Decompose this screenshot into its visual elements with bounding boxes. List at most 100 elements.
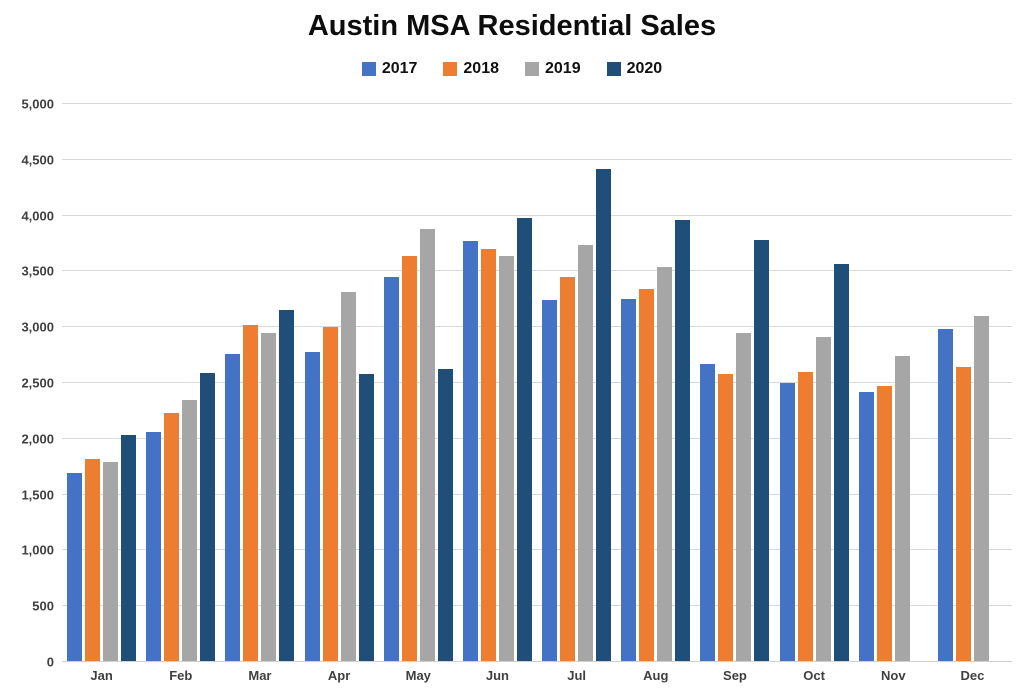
x-tick-label-mar: Mar bbox=[248, 668, 272, 683]
gridline bbox=[62, 493, 1012, 495]
bar-2019-dec bbox=[973, 316, 989, 662]
month-group-aug bbox=[616, 104, 695, 662]
bars-container bbox=[62, 104, 1012, 662]
legend-swatch-icon bbox=[443, 62, 458, 76]
bar-2019-may bbox=[419, 229, 435, 662]
gridline bbox=[62, 437, 1012, 439]
bar-2017-jul bbox=[542, 300, 558, 662]
month-group-nov bbox=[854, 104, 933, 662]
bar-2018-nov bbox=[876, 386, 892, 662]
x-tick-label-oct: Oct bbox=[803, 668, 825, 683]
bar-2020-oct bbox=[833, 263, 849, 662]
legend-label: 2018 bbox=[463, 60, 499, 77]
legend-label: 2017 bbox=[381, 60, 418, 77]
x-axis: Jan Feb Mar Apr May Jun Jul Aug Sep Oct Nov Dec bbox=[62, 668, 1012, 683]
bar-2017-may bbox=[383, 276, 399, 662]
bar-2017-jan bbox=[67, 473, 83, 662]
bar-2018-jun bbox=[480, 249, 496, 662]
month-group-feb bbox=[141, 104, 220, 662]
y-tick-label: 3,000 bbox=[21, 319, 54, 335]
gridline bbox=[62, 326, 1012, 328]
y-tick-label: 2,000 bbox=[21, 431, 54, 447]
x-tick-label-jun: Jun bbox=[485, 668, 509, 683]
gridline bbox=[62, 270, 1012, 272]
month-group-jan bbox=[62, 104, 141, 662]
plot-area bbox=[62, 103, 1012, 662]
y-tick-label: 500 bbox=[32, 598, 54, 614]
x-tick-label-feb: Feb bbox=[169, 668, 193, 683]
bar-2017-feb bbox=[146, 432, 162, 662]
bar-2020-jun bbox=[516, 217, 532, 662]
bar-2018-sep bbox=[718, 374, 734, 662]
bar-2017-nov bbox=[858, 391, 874, 662]
y-tick-label: 2,500 bbox=[21, 375, 54, 391]
bar-2020-feb bbox=[200, 372, 216, 662]
bar-2019-jan bbox=[103, 462, 119, 662]
chart-legend: 2017 2018 2019 2020 bbox=[0, 60, 1024, 78]
legend-item-2018: 2018 bbox=[443, 60, 499, 78]
legend-item-2019: 2019 bbox=[525, 60, 581, 78]
bar-2020-jul bbox=[596, 168, 612, 662]
legend-item-2020: 2020 bbox=[606, 60, 662, 78]
bar-2019-nov bbox=[894, 356, 910, 662]
bar-2020-sep bbox=[754, 240, 770, 662]
bar-2017-apr bbox=[304, 351, 320, 662]
legend-swatch-icon bbox=[525, 62, 539, 76]
bar-2018-jul bbox=[560, 276, 576, 662]
bar-2019-oct bbox=[815, 337, 831, 662]
bar-2019-aug bbox=[657, 266, 673, 662]
bar-2019-jun bbox=[498, 255, 514, 662]
bar-2018-apr bbox=[322, 327, 338, 662]
gridline bbox=[62, 605, 1012, 607]
bar-2017-jun bbox=[462, 241, 478, 662]
gridline bbox=[62, 382, 1012, 383]
month-group-mar bbox=[220, 104, 299, 662]
x-tick-label-nov: Nov bbox=[881, 668, 906, 683]
bar-2018-feb bbox=[164, 413, 180, 662]
bar-2019-mar bbox=[261, 332, 277, 662]
bar-2018-dec bbox=[955, 367, 971, 662]
y-tick-label: 3,500 bbox=[21, 263, 54, 279]
y-tick-label: 0 bbox=[46, 654, 54, 670]
legend-swatch-icon bbox=[361, 62, 376, 76]
legend-item-2017: 2017 bbox=[361, 60, 418, 78]
month-group-apr bbox=[300, 104, 379, 662]
x-tick-label-apr: Apr bbox=[327, 668, 351, 683]
bar-2019-feb bbox=[182, 399, 198, 662]
y-axis: 0 500 1,000 1,500 2,000 2,500 3,000 3,500 4,000 4… bbox=[0, 97, 54, 670]
bar-2020-aug bbox=[675, 220, 691, 662]
bar-2019-apr bbox=[340, 291, 356, 662]
bar-2020-may bbox=[437, 368, 453, 662]
month-group-dec bbox=[933, 104, 1012, 662]
month-group-jul bbox=[537, 104, 616, 662]
bar-2018-oct bbox=[797, 371, 813, 662]
bar-2017-dec bbox=[937, 329, 953, 662]
bar-2017-oct bbox=[779, 383, 795, 662]
gridline bbox=[62, 158, 1012, 160]
bar-2018-mar bbox=[243, 324, 259, 662]
bar-2018-aug bbox=[639, 289, 655, 662]
bar-2019-sep bbox=[736, 332, 752, 662]
x-tick-label-may: May bbox=[405, 668, 431, 683]
legend-swatch-icon bbox=[606, 62, 621, 76]
legend-label: 2019 bbox=[545, 60, 581, 77]
bar-2018-jan bbox=[85, 458, 101, 662]
x-tick-label-aug: Aug bbox=[643, 668, 669, 683]
x-tick-label-jan: Jan bbox=[90, 668, 113, 683]
bar-2017-aug bbox=[621, 299, 637, 662]
x-axis-line bbox=[62, 661, 1012, 662]
bar-2017-mar bbox=[225, 353, 241, 662]
bar-2020-apr bbox=[358, 374, 374, 662]
month-group-oct bbox=[775, 104, 854, 662]
month-group-sep bbox=[695, 104, 774, 662]
y-tick-label: 4,500 bbox=[21, 152, 54, 168]
x-tick-label-jul: Jul bbox=[567, 668, 587, 683]
bar-2019-jul bbox=[578, 244, 594, 662]
x-tick-label-dec: Dec bbox=[960, 668, 985, 683]
y-tick-label: 4,000 bbox=[21, 208, 54, 224]
bar-2020-jan bbox=[121, 435, 137, 662]
bar-2020-mar bbox=[279, 310, 295, 662]
y-tick-label: 1,000 bbox=[21, 542, 54, 558]
y-tick-label: 1,500 bbox=[21, 487, 54, 503]
